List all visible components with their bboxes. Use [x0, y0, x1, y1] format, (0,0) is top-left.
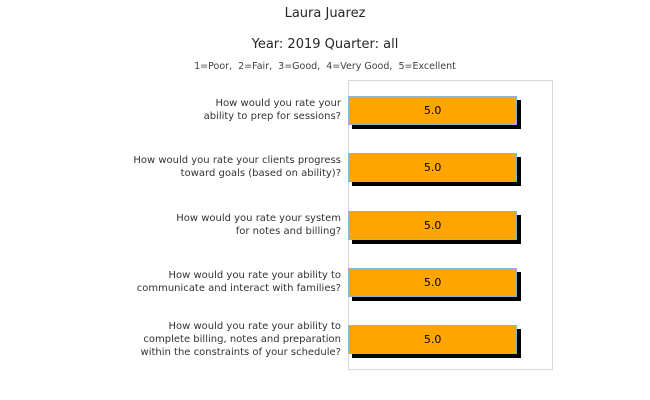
bar-value-label: 5.0: [423, 333, 442, 346]
question-line: How would you rate your system: [176, 213, 341, 224]
plot-area: 5.0 5.0 5.0 5.0 5.0: [348, 80, 553, 370]
question-line: ability to prep for sessions?: [203, 111, 341, 122]
chart-title: Laura Juarez: [284, 6, 366, 21]
question-line: toward goals (based on ability)?: [180, 168, 341, 179]
rating-bar: 5.0: [348, 96, 518, 125]
bar-value-label: 5.0: [423, 219, 442, 232]
question-line: communicate and interact with families?: [136, 283, 341, 294]
rating-scale-legend: 1=Poor, 2=Fair, 3=Good, 4=Very Good, 5=E…: [194, 61, 456, 72]
question-line: How would you rate your ability to: [168, 321, 341, 332]
question-line: within the constraints of your schedule?: [140, 347, 341, 358]
question-label: How would you rate your system for notes…: [81, 212, 341, 238]
bar-value-label: 5.0: [423, 276, 442, 289]
question-line: How would you rate your clients progress: [133, 155, 341, 166]
chart-subtitle: Year: 2019 Quarter: all: [251, 37, 399, 52]
rating-bar: 5.0: [348, 325, 518, 354]
question-line: complete billing, notes and preparation: [143, 334, 341, 345]
bar-value-label: 5.0: [423, 161, 442, 174]
rating-bar: 5.0: [348, 268, 518, 297]
question-line: for notes and billing?: [235, 226, 341, 237]
question-line: How would you rate your: [215, 98, 341, 109]
question-label: How would you rate your clients progress…: [81, 154, 341, 180]
question-line: How would you rate your ability to: [168, 270, 341, 281]
rating-bar: 5.0: [348, 153, 518, 182]
bar-value-label: 5.0: [423, 104, 442, 117]
question-label: How would you rate your ability to compl…: [81, 320, 341, 359]
question-label: How would you rate your ability to prep …: [81, 97, 341, 123]
question-label: How would you rate your ability to commu…: [81, 269, 341, 295]
rating-bar: 5.0: [348, 211, 518, 240]
